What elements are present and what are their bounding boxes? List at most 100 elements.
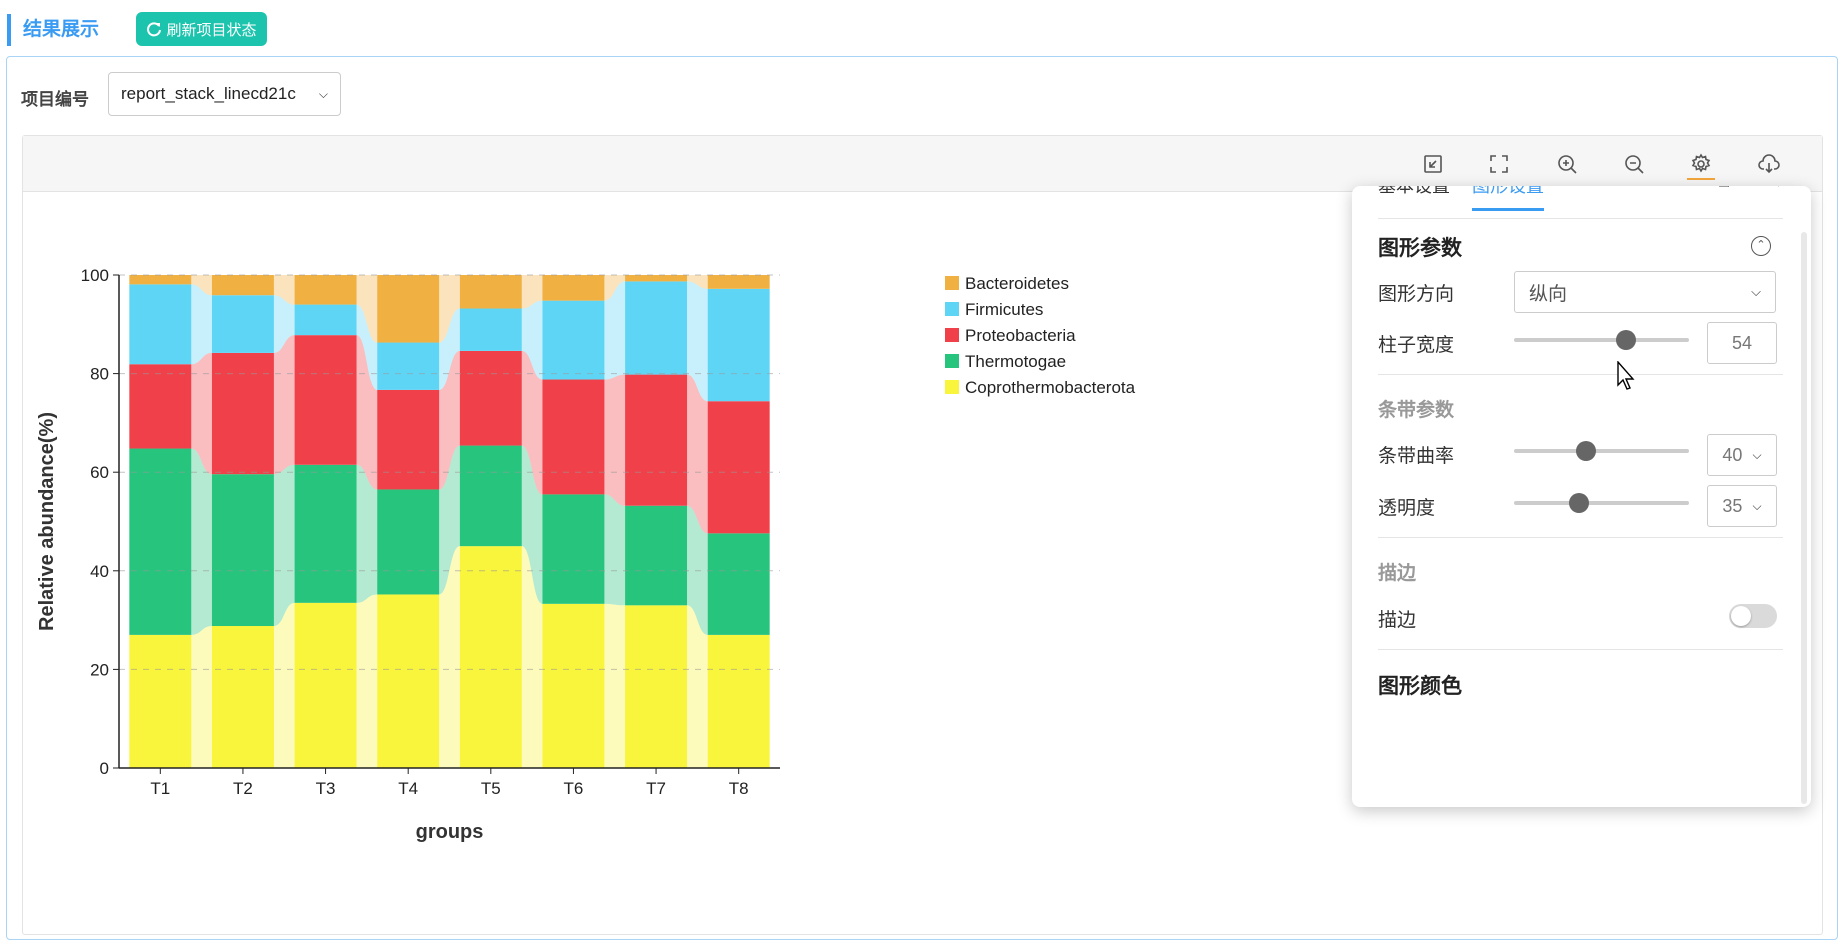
band-thermotogae <box>273 464 295 627</box>
bar-t8-bacteroidetes <box>707 275 770 289</box>
y-tick-label: 80 <box>90 365 109 384</box>
bar-t8-firmicutes <box>707 288 770 402</box>
band-proteobacteria <box>604 374 626 506</box>
band-firmicutes <box>604 281 626 380</box>
bar-t1-proteobacteria <box>129 364 192 449</box>
tab-graphic-settings[interactable]: 图形设置 <box>1472 186 1544 211</box>
chevron-down-icon: ⌵ <box>1752 498 1762 513</box>
tab-basic-settings[interactable]: 基本设置 <box>1378 186 1450 196</box>
legend[interactable]: Bacteroidetes Firmicutes Proteobacteria The… <box>945 274 1136 397</box>
legend-label-bacteroidetes: Bacteroidetes <box>965 274 1069 293</box>
bar-t7-coprothermobacterota <box>625 605 688 768</box>
bar-width-slider[interactable] <box>1514 330 1689 350</box>
bar-t4-thermotogae <box>377 489 440 595</box>
band-coprothermobacterota <box>687 605 708 768</box>
band-coprothermobacterota <box>356 594 378 768</box>
bar-width-label: 柱子宽度 <box>1378 335 1455 356</box>
bar-t4-coprothermobacterota <box>377 594 440 768</box>
opacity-select[interactable]: 35 ⌵ <box>1707 485 1777 527</box>
chevron-down-icon: ⌵ <box>1751 284 1761 299</box>
refresh-status-button[interactable]: 刷新项目状态 <box>136 12 267 46</box>
orientation-value: 纵向 <box>1529 283 1568 305</box>
legend-label-coprothermobacterota: Coprothermobacterota <box>965 378 1136 397</box>
band-coprothermobacterota <box>521 546 543 768</box>
bar-t3-thermotogae <box>294 464 357 603</box>
band-coprothermobacterota <box>191 626 212 768</box>
band-coprothermobacterota <box>439 546 460 768</box>
gear-icon[interactable] <box>1687 150 1715 180</box>
legend-label-firmicutes: Firmicutes <box>965 300 1043 319</box>
opacity-slider[interactable] <box>1514 493 1689 513</box>
y-tick-label: 100 <box>81 266 109 285</box>
band-thermotogae <box>191 448 212 635</box>
bars-layer <box>129 275 770 768</box>
band-proteobacteria <box>521 350 543 495</box>
bar-t8-proteobacteria <box>707 401 770 534</box>
band-bacteroidetes <box>439 275 460 343</box>
bar-t5-thermotogae <box>459 445 522 547</box>
bar-t1-thermotogae <box>129 448 192 635</box>
graphic-params-title: 图形参数 <box>1378 237 1462 260</box>
bar-t6-bacteroidetes <box>542 275 605 301</box>
collapse-icon[interactable]: ⌃ <box>1751 236 1771 256</box>
band-firmicutes <box>191 284 212 365</box>
band-curve-select[interactable]: 40 ⌵ <box>1707 434 1777 476</box>
stroke-toggle[interactable] <box>1729 604 1777 628</box>
legend-swatch-bacteroidetes <box>945 276 959 290</box>
band-thermotogae <box>439 445 460 595</box>
restore-icon[interactable] <box>1419 150 1447 178</box>
bar-t3-firmicutes <box>294 304 357 336</box>
bar-t6-coprothermobacterota <box>542 603 605 768</box>
band-thermotogae <box>604 494 626 606</box>
x-axis-label: groups <box>416 821 484 843</box>
band-coprothermobacterota <box>273 602 295 768</box>
zoom-in-icon[interactable] <box>1553 150 1581 178</box>
copy-icon[interactable]: □ <box>1719 186 1729 191</box>
bar-t2-coprothermobacterota <box>211 626 274 768</box>
cloud-download-icon[interactable] <box>1755 150 1783 178</box>
band-thermotogae <box>521 445 543 604</box>
legend-swatch-firmicutes <box>945 302 959 316</box>
zoom-out-icon[interactable] <box>1620 150 1648 178</box>
slider-track <box>1514 449 1689 453</box>
band-proteobacteria <box>687 374 708 534</box>
y-tick-label: 40 <box>90 562 109 581</box>
bar-t7-thermotogae <box>625 505 688 606</box>
band-firmicutes <box>273 295 295 353</box>
tab-toolbar-icons: □ ◌ <box>1719 186 1783 192</box>
bar-t3-coprothermobacterota <box>294 602 357 768</box>
band-bacteroidetes <box>521 275 543 309</box>
settings-panel: 基本设置 图形设置 □ ◌ 图形参数 ⌃ 图形方向 纵向 ⌵ 柱子宽度 54 条… <box>1352 186 1811 807</box>
graphic-colors-title: 图形颜色 <box>1378 675 1462 698</box>
orientation-select[interactable]: 纵向 ⌵ <box>1514 271 1776 313</box>
slider-knob[interactable] <box>1616 330 1636 350</box>
bar-t1-firmicutes <box>129 284 192 365</box>
band-thermotogae <box>356 464 378 603</box>
x-tick-label: T1 <box>150 779 170 798</box>
slider-knob[interactable] <box>1568 493 1589 513</box>
bands-layer <box>191 275 708 768</box>
x-tick-label: T5 <box>481 779 501 798</box>
band-curve-slider[interactable] <box>1514 441 1689 461</box>
project-label: 项目编号 <box>21 90 89 109</box>
legend-swatch-thermotogae <box>945 354 959 368</box>
bar-t4-bacteroidetes <box>377 275 440 343</box>
band-coprothermobacterota <box>604 603 626 768</box>
band-proteobacteria <box>191 352 212 475</box>
close-icon[interactable]: ◌ <box>1773 186 1783 191</box>
scrollbar[interactable] <box>1801 232 1807 804</box>
bar-t3-proteobacteria <box>294 335 357 465</box>
slider-knob[interactable] <box>1575 441 1596 461</box>
orientation-label: 图形方向 <box>1378 284 1455 305</box>
band-params-title: 条带参数 <box>1378 400 1455 421</box>
bar-t3-bacteroidetes <box>294 275 357 305</box>
x-tick-label: T7 <box>646 779 666 798</box>
bar-t8-coprothermobacterota <box>707 634 770 768</box>
project-select[interactable]: report_stack_linecd21c ⌵ <box>108 72 341 116</box>
legend-swatch-coprothermobacterota <box>945 380 959 394</box>
divider <box>1378 537 1783 538</box>
fullscreen-icon[interactable] <box>1485 150 1513 178</box>
section-title: 结果展示 <box>7 14 99 46</box>
bar-width-input[interactable]: 54 <box>1707 322 1777 364</box>
x-tick-label: T2 <box>233 779 253 798</box>
